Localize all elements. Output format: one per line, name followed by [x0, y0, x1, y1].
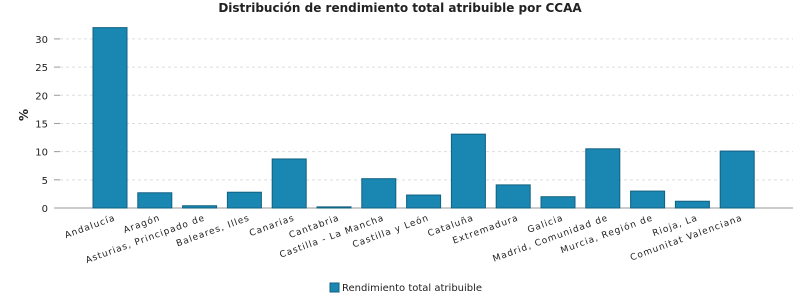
- legend-swatch: [329, 282, 340, 293]
- bar: [406, 194, 442, 209]
- y-tick-label: 25: [35, 63, 48, 74]
- bar: [182, 205, 218, 209]
- y-tick-label: 15: [35, 119, 48, 130]
- bar: [585, 148, 621, 209]
- bar: [495, 184, 531, 209]
- bar: [361, 178, 397, 209]
- y-tick-label: 0: [42, 204, 48, 215]
- bar: [719, 150, 755, 209]
- bar: [137, 192, 173, 209]
- bar: [226, 191, 262, 209]
- y-tick-label: 5: [42, 176, 48, 187]
- bar: [630, 190, 666, 209]
- bar: [92, 27, 128, 209]
- bar: [316, 206, 352, 209]
- y-axis-label: %: [17, 109, 31, 121]
- x-tick-label: Andalucía: [64, 213, 117, 241]
- bar: [271, 158, 307, 209]
- x-tick-label: Castilla y León: [351, 212, 431, 250]
- y-tick-label: 10: [35, 148, 48, 159]
- y-tick-label: 30: [35, 35, 48, 46]
- chart-title: Distribución de rendimiento total atribu…: [218, 1, 582, 15]
- bar: [450, 133, 486, 209]
- bar: [674, 200, 710, 209]
- y-tick-label: 20: [35, 91, 48, 102]
- legend-label: Rendimiento total atribuible: [342, 283, 482, 294]
- bar: [540, 196, 576, 209]
